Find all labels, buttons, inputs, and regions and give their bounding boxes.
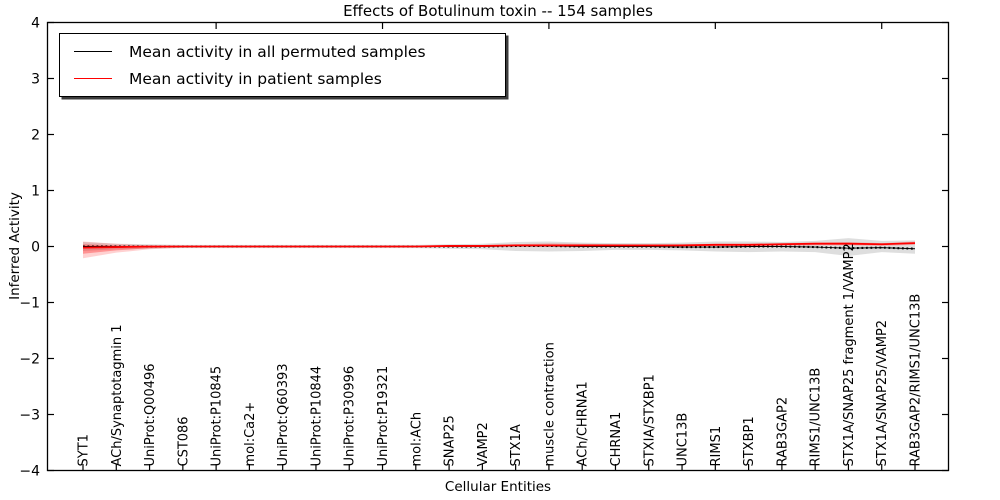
x-tick-label: UNC13B <box>676 413 691 467</box>
legend-line-sample-black <box>74 51 112 52</box>
x-tick-label: mol:Ca2+ <box>243 402 258 467</box>
x-tick-label: SYT1 <box>77 434 92 466</box>
patient-mean-line <box>82 242 916 249</box>
legend-label-patient: Mean activity in patient samples <box>129 69 382 88</box>
legend-label-permuted: Mean activity in all permuted samples <box>129 42 426 61</box>
x-tick-label: STXBP1 <box>742 416 757 466</box>
legend: Mean activity in all permuted samples Me… <box>59 33 506 97</box>
legend-entry-permuted: Mean activity in all permuted samples <box>60 38 505 65</box>
y-tick-label: 2 <box>31 128 40 144</box>
x-tick-label: muscle contraction <box>542 342 557 466</box>
y-tick-label: −2 <box>19 352 40 368</box>
x-tick-label: STXIA/STXBP1 <box>642 374 657 466</box>
x-tick-label: RAB3GAP2 <box>775 397 790 467</box>
legend-line-sample-red <box>74 78 112 79</box>
x-tick-label: CST086 <box>176 416 191 466</box>
x-tick-label: VAMP2 <box>476 422 491 466</box>
x-tick-label: STX1A/SNAP25 fragment 1/VAMP2 <box>842 243 857 466</box>
legend-entry-patient: Mean activity in patient samples <box>60 65 505 92</box>
x-tick-label: RIMS1 <box>709 426 724 467</box>
y-tick-label: 4 <box>31 16 40 32</box>
x-tick-label: RAB3GAP2/RIMS1/UNC13B <box>909 294 924 467</box>
x-tick-label: UniProt:Q60393 <box>276 363 291 466</box>
x-axis-label: Cellular Entities <box>444 479 552 495</box>
x-tick-label: UniProt:P10845 <box>210 366 225 467</box>
x-tick-label: ACh/CHRNA1 <box>576 381 591 466</box>
x-tick-label: UniProt:Q00496 <box>143 363 158 466</box>
x-tick-label: CHRNA1 <box>609 412 624 467</box>
y-tick-label: −4 <box>19 464 40 480</box>
x-tick-label: RIMS1/UNC13B <box>809 368 824 467</box>
permuted-mean-line-markers <box>83 244 916 250</box>
x-tick-label: mol:ACh <box>409 412 424 467</box>
y-tick-label: −1 <box>19 296 40 312</box>
x-tick-label: UniProt:P10844 <box>309 366 324 467</box>
x-tick-label: UniProt:P30996 <box>343 366 358 467</box>
y-tick-label: −3 <box>19 408 40 424</box>
permuted-sample-range-band <box>83 238 915 257</box>
x-tick-label: ACh/Synaptotagmin 1 <box>110 324 125 466</box>
y-tick-label: 1 <box>31 184 40 200</box>
x-tick-label: STX1A/SNAP25/VAMP2 <box>875 320 890 467</box>
x-tick-label: UniProt:P19321 <box>376 366 391 467</box>
y-tick-label: 0 <box>31 240 40 256</box>
x-tick-label: STX1A <box>509 424 524 466</box>
chart-title: Effects of Botulinum toxin -- 154 sample… <box>343 2 653 20</box>
y-tick-label: 3 <box>31 72 40 88</box>
x-tick-label: SNAP25 <box>443 415 458 466</box>
